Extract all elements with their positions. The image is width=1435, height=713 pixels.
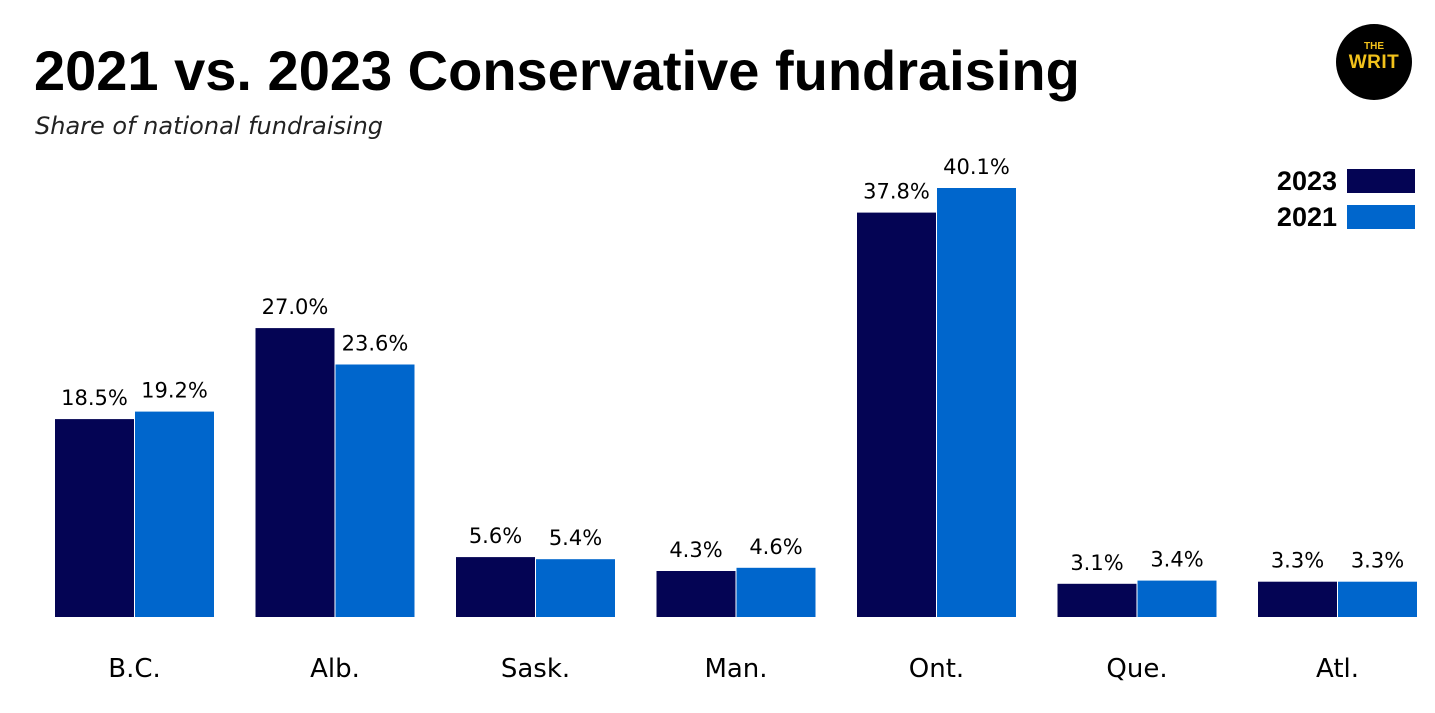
bar-2023-0: [55, 419, 134, 617]
bar-2023-3: [656, 571, 736, 617]
bar-2023-6: [1258, 581, 1337, 617]
data-label-2023-4: 37.8%: [863, 180, 930, 204]
bar-2021-5: [1137, 580, 1217, 617]
data-label-2023-5: 3.1%: [1070, 551, 1123, 575]
data-label-2023-6: 3.3%: [1271, 549, 1324, 573]
bar-2021-1: [335, 364, 415, 617]
legend-label-2021: 2021: [1276, 202, 1337, 232]
bar-2021-2: [536, 559, 615, 617]
data-label-2021-3: 4.6%: [749, 535, 802, 559]
chart-title: 2021 vs. 2023 Conservative fundraising: [34, 39, 1080, 102]
category-label-5: Que.: [1106, 654, 1167, 684]
legend-swatch-2021: [1347, 205, 1415, 229]
logo-line-1: THE: [1364, 41, 1384, 52]
chart-subtitle: Share of national fundraising: [35, 112, 384, 140]
legend-item-2021: 2021: [1215, 202, 1415, 232]
data-label-2021-2: 5.4%: [549, 526, 602, 550]
data-label-2023-3: 4.3%: [669, 538, 722, 562]
category-label-6: Atl.: [1316, 654, 1359, 684]
category-label-2: Sask.: [501, 654, 570, 684]
the-writ-logo: THE WRIT: [1336, 24, 1412, 100]
data-label-2023-0: 18.5%: [61, 386, 128, 410]
data-label-2021-4: 40.1%: [943, 155, 1010, 179]
data-label-2023-2: 5.6%: [469, 524, 522, 548]
legend-item-2023: 2023: [1215, 166, 1415, 196]
data-label-2021-1: 23.6%: [342, 332, 409, 356]
bar-2021-0: [135, 411, 214, 617]
category-label-3: Man.: [704, 654, 767, 684]
category-label-0: B.C.: [108, 654, 161, 684]
bar-2021-3: [736, 567, 816, 617]
bar-2021-4: [937, 188, 1016, 617]
bar-2023-2: [456, 557, 535, 617]
logo-line-2: WRIT: [1348, 52, 1400, 73]
data-label-2023-1: 27.0%: [262, 295, 329, 319]
bar-2023-1: [255, 328, 335, 617]
category-label-4: Ont.: [909, 654, 964, 684]
category-label-1: Alb.: [310, 654, 360, 684]
bar-2023-4: [857, 212, 936, 617]
data-label-2021-6: 3.3%: [1351, 549, 1404, 573]
legend-label-2023: 2023: [1276, 166, 1337, 196]
bar-2021-6: [1338, 581, 1417, 617]
data-label-2021-0: 19.2%: [141, 379, 208, 403]
bar-2023-5: [1057, 583, 1137, 617]
legend-swatch-2023: [1347, 169, 1415, 193]
data-label-2021-5: 3.4%: [1150, 548, 1203, 572]
